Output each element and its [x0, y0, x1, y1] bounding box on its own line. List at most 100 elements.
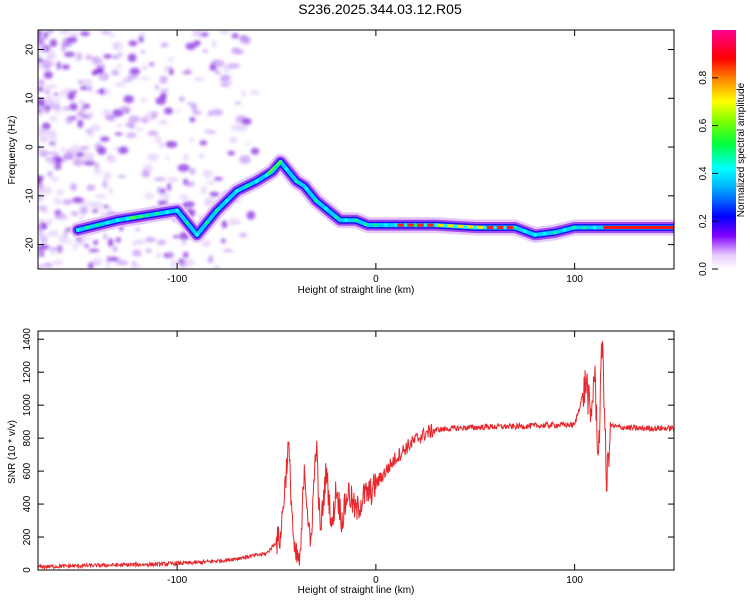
- noise-blob: [219, 30, 230, 35]
- noise-blob: [199, 140, 208, 146]
- noise-blob: [99, 72, 105, 79]
- ridge-speck: [334, 215, 338, 219]
- noise-blob: [53, 110, 64, 114]
- noise-blob: [39, 149, 49, 157]
- ridge-speck: [274, 164, 279, 169]
- noise-blob: [221, 220, 228, 229]
- noise-blob: [41, 122, 51, 131]
- noise-blob: [81, 153, 94, 162]
- chart-title: S236.2025.344.03.12.R05: [298, 1, 462, 17]
- noise-blob: [164, 156, 171, 160]
- ridge-speck: [582, 225, 587, 230]
- noise-blob: [168, 56, 174, 63]
- noise-blob: [38, 87, 44, 91]
- bottom-y-axis-label: SNR (10 * v/v): [7, 420, 18, 484]
- ridge-speck: [304, 186, 309, 191]
- noise-blob: [107, 238, 114, 247]
- noise-blob: [146, 153, 159, 162]
- noise-blob: [147, 130, 159, 136]
- noise-blob: [66, 36, 78, 44]
- noise-blob: [41, 108, 48, 112]
- noise-blob: [189, 116, 196, 123]
- noise-blob: [38, 78, 45, 87]
- noise-blob: [115, 237, 121, 243]
- noise-blob: [144, 192, 154, 200]
- y-tick-label: 10: [25, 92, 36, 104]
- y-tick-label: 400: [22, 495, 33, 512]
- noise-blob: [201, 239, 212, 248]
- noise-blob: [51, 104, 62, 110]
- noise-blob: [39, 248, 46, 252]
- noise-blob: [89, 124, 102, 132]
- noise-blob: [77, 119, 84, 128]
- ridge-speck: [254, 179, 259, 184]
- noise-blob: [54, 92, 59, 96]
- ridge-speck: [364, 222, 368, 227]
- y-tick-label: 200: [22, 528, 33, 545]
- ridge-speck: [115, 218, 120, 223]
- noise-blob: [214, 70, 221, 75]
- noise-blob: [78, 146, 89, 151]
- noise-blob: [115, 81, 127, 88]
- noise-blob: [239, 233, 248, 238]
- noise-blob: [119, 105, 131, 112]
- noise-blob: [234, 49, 244, 55]
- noise-blob: [76, 110, 85, 118]
- noise-blob: [38, 223, 44, 229]
- noise-blob: [40, 232, 45, 241]
- colorbar-label: Normalized spectral amplitude: [736, 82, 747, 217]
- noise-blob: [112, 245, 118, 253]
- noise-blob: [65, 115, 73, 125]
- noise-blob: [208, 254, 214, 264]
- noise-blob: [180, 240, 188, 246]
- noise-blob: [112, 41, 123, 51]
- noise-blob: [60, 147, 66, 152]
- ridge-speck: [384, 223, 388, 227]
- noise-blob: [45, 84, 58, 90]
- y-tick-label: 0: [22, 567, 33, 573]
- noise-blob: [182, 201, 195, 208]
- ridge-speck: [433, 223, 438, 227]
- noise-blob: [38, 57, 44, 63]
- noise-blob: [128, 40, 138, 47]
- noise-blob: [92, 201, 103, 210]
- noise-blob: [204, 128, 211, 135]
- noise-blob: [234, 101, 242, 105]
- noise-blob: [220, 76, 227, 83]
- noise-blob: [239, 155, 251, 164]
- noise-blob: [38, 189, 46, 196]
- noise-blob: [116, 123, 123, 128]
- colorbar: 0.0 0.2 0.4 0.6 0.8 Normalized spectral ampl…: [698, 30, 747, 276]
- x-tick-label: -100: [167, 575, 187, 586]
- noise-blob: [178, 194, 190, 201]
- noise-blob: [52, 259, 64, 266]
- noise-blob: [61, 45, 66, 53]
- noise-blob: [38, 228, 44, 232]
- noise-blob: [47, 30, 54, 35]
- noise-blob: [49, 38, 58, 48]
- colorbar-ticks: 0.0 0.2 0.4 0.6 0.8: [698, 70, 718, 276]
- noise-blob: [97, 58, 103, 63]
- noise-blob: [115, 54, 123, 59]
- noise-blob: [202, 169, 213, 179]
- x-tick-label: -100: [167, 274, 187, 285]
- noise-blob: [47, 151, 59, 155]
- noise-blob: [203, 200, 213, 207]
- noise-blob: [41, 59, 52, 68]
- noise-blob: [79, 85, 89, 91]
- noise-blob: [66, 240, 74, 245]
- noise-blob: [151, 114, 157, 120]
- noise-blob: [45, 93, 54, 103]
- noise-blob: [148, 62, 155, 66]
- noise-blob: [106, 114, 116, 122]
- noise-blob: [96, 67, 104, 75]
- noise-blob: [38, 194, 45, 203]
- noise-blob: [43, 262, 53, 268]
- noise-blob: [48, 116, 58, 122]
- noise-blob: [226, 80, 233, 84]
- noise-blob: [160, 92, 167, 100]
- noise-blob: [163, 107, 174, 115]
- noise-blob: [103, 54, 113, 59]
- noise-blob: [135, 127, 144, 132]
